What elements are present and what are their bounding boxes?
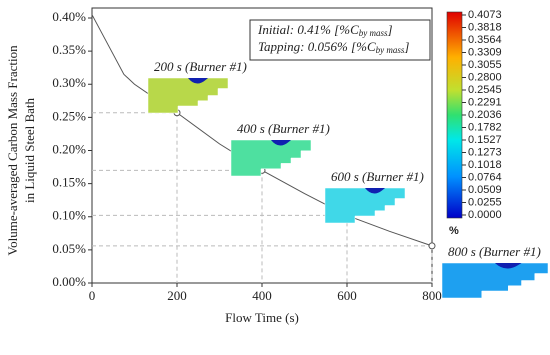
colorbar-label: 0.2036: [468, 109, 502, 121]
colorbar-label: 0.1018: [468, 159, 502, 171]
colorbar-label: 0.0000: [468, 209, 502, 221]
snapshot-label: 800 s (Burner #1): [448, 244, 541, 259]
colorbar-label: 0.3818: [468, 21, 502, 33]
y-tick-label: 0.25%: [52, 108, 86, 123]
y-tick-label: 0.40%: [52, 9, 86, 24]
y-tick-label: 0.35%: [52, 42, 86, 57]
colorbar-label: 0.0764: [468, 171, 502, 183]
burner-plume: [365, 188, 385, 194]
annotation-part: ]: [387, 22, 393, 37]
annotation-box: [249, 19, 431, 61]
snapshot-label: 600 s (Burner #1): [331, 169, 424, 184]
colorbar: [446, 11, 463, 219]
point: [428, 242, 436, 250]
burner-plume: [271, 140, 291, 146]
y-tick-label: 0.20%: [52, 141, 86, 156]
colorbar-label: 0.0255: [468, 196, 502, 208]
annotation: Initial: 0.41% [%Cby mass]: [257, 22, 393, 38]
y-axis-label: Volume-averaged Carbon Mass Fraction: [5, 45, 20, 256]
annotation-part: Tapping: 0.056% [%C: [258, 39, 376, 54]
colorbar-label: 0.1527: [468, 134, 502, 146]
x-tick-label: 800: [422, 288, 442, 303]
colorbar-label: 0.1782: [468, 121, 502, 133]
x-tick-label: 600: [337, 288, 357, 303]
colorbar-label: 0.1273: [468, 146, 502, 158]
burner-plume: [495, 263, 522, 269]
y-tick-label: 0.00%: [52, 274, 86, 289]
snapshot-label: 400 s (Burner #1): [237, 121, 330, 136]
x-tick-label: 0: [89, 288, 96, 303]
colorbar-label: 0.2291: [468, 96, 502, 108]
y-axis-label: in Liquid Steel Bath: [22, 97, 37, 203]
colorbar-label: 0.2545: [468, 84, 502, 96]
colorbar-label: 0.3055: [468, 59, 502, 71]
colorbar-label: 0.4073: [468, 9, 502, 21]
y-tick-label: 0.10%: [52, 208, 86, 223]
annotation-part: ]: [403, 39, 409, 54]
colorbar-label: 0.3309: [468, 46, 502, 58]
x-tick-label: 400: [252, 288, 272, 303]
bath-contour: [147, 77, 229, 114]
y-tick-label: 0.30%: [52, 75, 86, 90]
colorbar-label: 0.0509: [468, 184, 502, 196]
x-tick-label: 200: [167, 288, 187, 303]
annotation: Tapping: 0.056% [%Cby mass]: [258, 39, 409, 55]
colorbar-label: 0.3564: [468, 34, 502, 46]
colorbar-unit: %: [449, 225, 459, 237]
colorbar-label: 0.2800: [468, 71, 502, 83]
burner-plume: [188, 78, 208, 84]
annotation-part: by mass: [376, 45, 405, 55]
bath-contour: [324, 187, 406, 224]
bath-contour: [441, 262, 549, 299]
x-axis-label: Flow Time (s): [225, 310, 299, 325]
y-tick-label: 0.05%: [52, 241, 86, 256]
annotation-part: by mass: [359, 28, 388, 38]
bath-contour: [230, 139, 312, 177]
annotation-part: Initial: 0.41% [%C: [257, 22, 359, 37]
snapshot-label: 200 s (Burner #1): [154, 59, 247, 74]
y-tick-label: 0.15%: [52, 175, 86, 190]
